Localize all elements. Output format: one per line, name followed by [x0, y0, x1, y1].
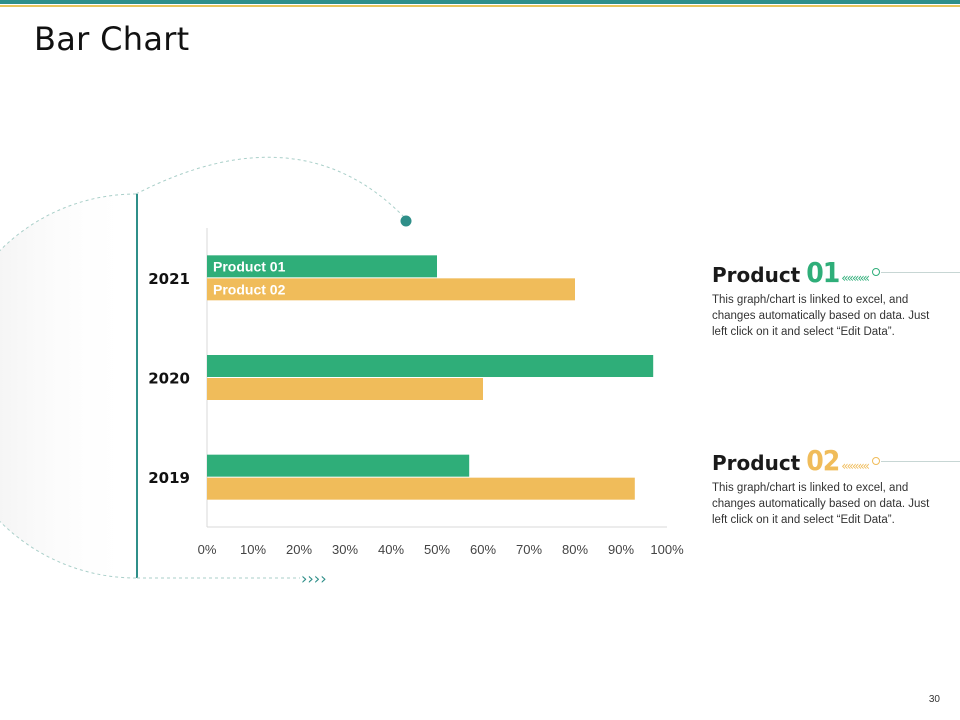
x-tick-label: 10% — [240, 542, 266, 557]
series-legend-label: Product 01 — [213, 258, 286, 274]
decor-shaded-arc — [0, 194, 136, 578]
x-tick-label: 80% — [562, 542, 588, 557]
decor-arrows-icon: ›››› — [301, 569, 327, 588]
product-01-description: This graph/chart is linked to excel, and… — [712, 294, 930, 338]
x-tick-label: 30% — [332, 542, 358, 557]
series-legend-label: Product 02 — [213, 281, 286, 297]
product-02-block: Product 02 ««««« This graph/chart is lin… — [712, 444, 952, 528]
x-tick-label: 0% — [198, 542, 217, 557]
product-01-number: 01 — [806, 256, 840, 289]
bar-product-02 — [207, 278, 575, 301]
x-tick-label: 20% — [286, 542, 312, 557]
product-01-connector-circle-icon — [872, 268, 880, 276]
decor-dot-icon — [400, 215, 412, 227]
decor-dashed-arc — [0, 193, 137, 579]
product-02-chevrons-icon: ««««« — [841, 459, 870, 473]
product-01-connector-line — [881, 272, 960, 273]
bar-product-02 — [207, 378, 483, 400]
slide-title: Bar Chart — [34, 20, 190, 58]
decor-dashed-curve — [135, 156, 406, 219]
product-01-chevrons-icon: ««««« — [841, 271, 870, 285]
product-02-number: 02 — [806, 444, 840, 477]
x-tick-label: 70% — [516, 542, 542, 557]
x-tick-label: 40% — [378, 542, 404, 557]
y-category-label: 2020 — [148, 370, 190, 388]
y-category-label: 2019 — [148, 469, 190, 487]
bar-product-02 — [207, 477, 635, 500]
product-02-connector-circle-icon — [872, 457, 880, 465]
x-tick-label: 60% — [470, 542, 496, 557]
bar-product-01 — [207, 454, 470, 477]
product-01-block: Product 01 ««««« This graph/chart is lin… — [712, 256, 952, 340]
product-02-connector-line — [881, 461, 960, 462]
y-category-label: 2021 — [148, 270, 190, 288]
bar-product-01 — [207, 255, 437, 278]
bar-product-01 — [207, 355, 654, 377]
x-tick-label: 90% — [608, 542, 634, 557]
x-tick-label: 50% — [424, 542, 450, 557]
x-tick-label: 100% — [650, 542, 684, 557]
product-02-description: This graph/chart is linked to excel, and… — [712, 482, 930, 526]
product-02-title: Product — [712, 451, 801, 475]
product-01-title: Product — [712, 263, 801, 287]
top-accent-line — [0, 5, 960, 7]
page-number: 30 — [928, 694, 940, 705]
top-accent-bar — [0, 0, 960, 4]
